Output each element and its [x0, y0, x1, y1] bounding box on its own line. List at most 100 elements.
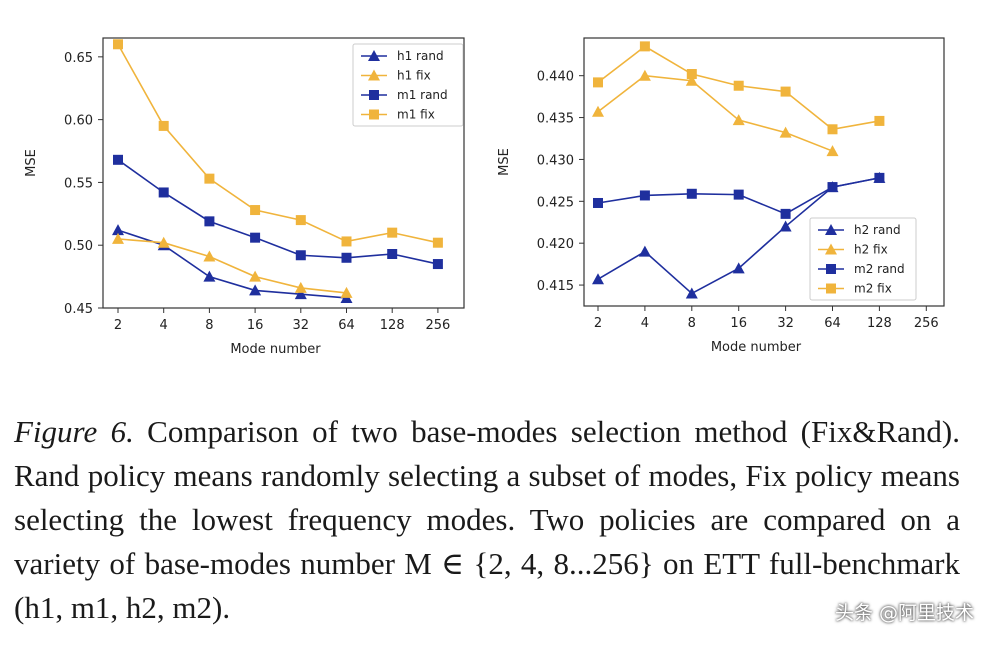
legend-marker	[368, 50, 380, 61]
data-point	[732, 262, 745, 274]
data-point	[685, 74, 698, 86]
data-point	[593, 77, 603, 88]
series-line	[597, 74, 833, 152]
data-point	[340, 286, 353, 298]
series-line	[117, 238, 347, 294]
data-point	[250, 232, 261, 243]
plot-frame	[583, 37, 945, 307]
data-point	[112, 224, 124, 236]
y-tick-label: 0.425	[537, 195, 574, 210]
data-point	[203, 250, 216, 262]
data-point	[294, 288, 307, 300]
data-point	[592, 273, 604, 285]
legend: h2 rand h2 fix m2 rand m2 fix	[809, 217, 917, 301]
legend-box	[352, 43, 464, 127]
x-tick-label: 256	[425, 318, 450, 333]
data-point	[827, 124, 838, 135]
data-point	[158, 120, 169, 131]
legend-box	[809, 217, 917, 301]
series-line	[117, 229, 347, 299]
data-point	[593, 197, 603, 208]
data-point	[733, 80, 744, 91]
y-tick-label: 0.60	[64, 114, 93, 129]
data-point	[387, 227, 398, 238]
x-tick-label: 8	[205, 318, 213, 333]
legend-label: h1 fix	[397, 69, 431, 83]
y-axis-label: MSE	[24, 149, 39, 177]
data-point	[779, 220, 792, 232]
data-point	[204, 173, 215, 184]
data-point	[639, 41, 650, 52]
series-m2-fix	[593, 41, 885, 135]
data-point	[295, 215, 306, 226]
legend-marker	[369, 109, 379, 120]
caption-text: Comparison of two base-modes selection m…	[14, 414, 960, 625]
x-tick-label: 2	[594, 316, 602, 331]
legend-label: h2 fix	[854, 243, 888, 257]
data-point	[779, 126, 792, 138]
legend-marker	[825, 243, 837, 255]
figure-caption: Figure 6. Comparison of two base-modes s…	[14, 410, 960, 630]
legend-label: m1 rand	[397, 88, 448, 102]
data-point	[112, 232, 124, 244]
data-point	[158, 187, 169, 198]
data-point	[874, 172, 885, 183]
legend-label: m1 fix	[397, 108, 435, 122]
data-point	[113, 39, 123, 50]
y-tick-label: 0.415	[537, 279, 574, 294]
y-tick-label: 0.430	[537, 153, 574, 168]
x-tick-label: 128	[867, 316, 892, 331]
data-point	[341, 252, 352, 263]
x-tick-label: 16	[247, 318, 264, 333]
data-point	[249, 270, 262, 282]
series-line	[117, 43, 439, 244]
series-line	[117, 159, 439, 265]
data-point	[826, 145, 839, 157]
y-tick-label: 0.45	[64, 302, 93, 317]
series-h1-rand	[112, 224, 353, 303]
data-point	[432, 259, 443, 270]
data-point	[204, 216, 215, 227]
y-tick-label: 0.65	[64, 51, 93, 66]
data-point	[638, 69, 651, 81]
data-point	[780, 86, 791, 97]
data-point	[295, 250, 306, 261]
y-tick-label: 0.420	[537, 237, 574, 252]
data-point	[203, 270, 216, 282]
series-m1-rand	[113, 154, 443, 270]
series-h2-fix	[592, 69, 839, 157]
legend-label: h1 rand	[397, 49, 444, 63]
data-point	[874, 115, 885, 126]
x-tick-label: 2	[114, 318, 122, 333]
data-point	[780, 208, 791, 219]
data-point	[685, 287, 698, 299]
y-axis-label: MSE	[497, 148, 512, 176]
series-m1-fix	[113, 39, 443, 248]
data-point	[432, 237, 443, 248]
chart-2: 2 4 8 16 32 64 128 256 0.415 0.420 0.425 0.430 0.435…	[497, 37, 945, 355]
watermark: 头条 @阿里技术	[834, 602, 974, 624]
data-point	[249, 284, 262, 296]
y-tick-label: 0.440	[537, 70, 574, 85]
data-point	[387, 249, 398, 259]
legend-label: h2 rand	[854, 223, 901, 237]
y-tick-label: 0.55	[64, 176, 93, 191]
data-point	[250, 205, 261, 216]
data-point	[157, 236, 170, 248]
data-point	[733, 189, 744, 200]
data-point	[639, 190, 650, 201]
data-point	[341, 236, 352, 247]
chart-1: 2 4 8 16 32 64 128 256 0.45 0.50 0.55 0.60 0.65 Mode …	[24, 37, 465, 357]
y-tick-label: 0.50	[64, 239, 93, 254]
plot-frame	[102, 37, 465, 309]
x-tick-label: 64	[824, 316, 841, 331]
x-axis-label: Mode number	[711, 340, 802, 355]
data-point	[827, 182, 838, 193]
x-tick-label: 8	[688, 316, 696, 331]
legend-marker	[826, 264, 836, 274]
y-tick-label: 0.435	[537, 112, 574, 127]
series-h1-fix	[112, 232, 353, 298]
x-tick-label: 64	[338, 318, 355, 333]
data-point	[592, 105, 604, 117]
data-point	[113, 154, 123, 165]
